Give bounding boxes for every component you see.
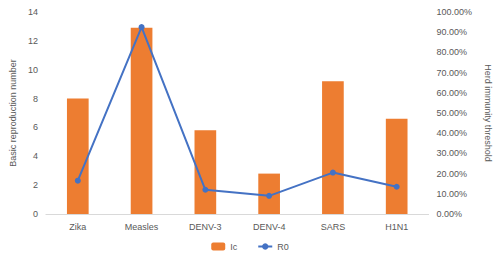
svg-text:Ic: Ic — [230, 242, 238, 252]
svg-text:6: 6 — [33, 122, 38, 132]
svg-text:H1N1: H1N1 — [385, 222, 408, 232]
svg-text:DENV-4: DENV-4 — [253, 222, 286, 232]
svg-text:Zika: Zika — [69, 222, 86, 232]
svg-text:100.00%: 100.00% — [437, 7, 473, 17]
svg-text:8: 8 — [33, 94, 38, 104]
svg-text:SARS: SARS — [321, 222, 346, 232]
svg-text:30.00%: 30.00% — [437, 148, 468, 158]
svg-text:14: 14 — [28, 7, 38, 17]
svg-text:20.00%: 20.00% — [437, 169, 468, 179]
svg-text:4: 4 — [33, 151, 38, 161]
svg-text:10: 10 — [28, 65, 38, 75]
svg-text:0: 0 — [33, 209, 38, 219]
svg-text:60.00%: 60.00% — [437, 88, 468, 98]
svg-text:Herd immunity threshold: Herd immunity threshold — [483, 64, 493, 162]
svg-text:Basic reproduction number: Basic reproduction number — [8, 59, 18, 167]
svg-text:R0: R0 — [277, 242, 289, 252]
svg-text:50.00%: 50.00% — [437, 108, 468, 118]
svg-text:90.00%: 90.00% — [437, 27, 468, 37]
svg-text:2: 2 — [33, 180, 38, 190]
svg-text:0.00%: 0.00% — [437, 209, 463, 219]
svg-text:40.00%: 40.00% — [437, 128, 468, 138]
svg-text:12: 12 — [28, 36, 38, 46]
svg-text:80.00%: 80.00% — [437, 47, 468, 57]
svg-text:10.00%: 10.00% — [437, 189, 468, 199]
svg-text:70.00%: 70.00% — [437, 68, 468, 78]
svg-text:DENV-3: DENV-3 — [189, 222, 222, 232]
svg-text:Measles: Measles — [125, 222, 159, 232]
